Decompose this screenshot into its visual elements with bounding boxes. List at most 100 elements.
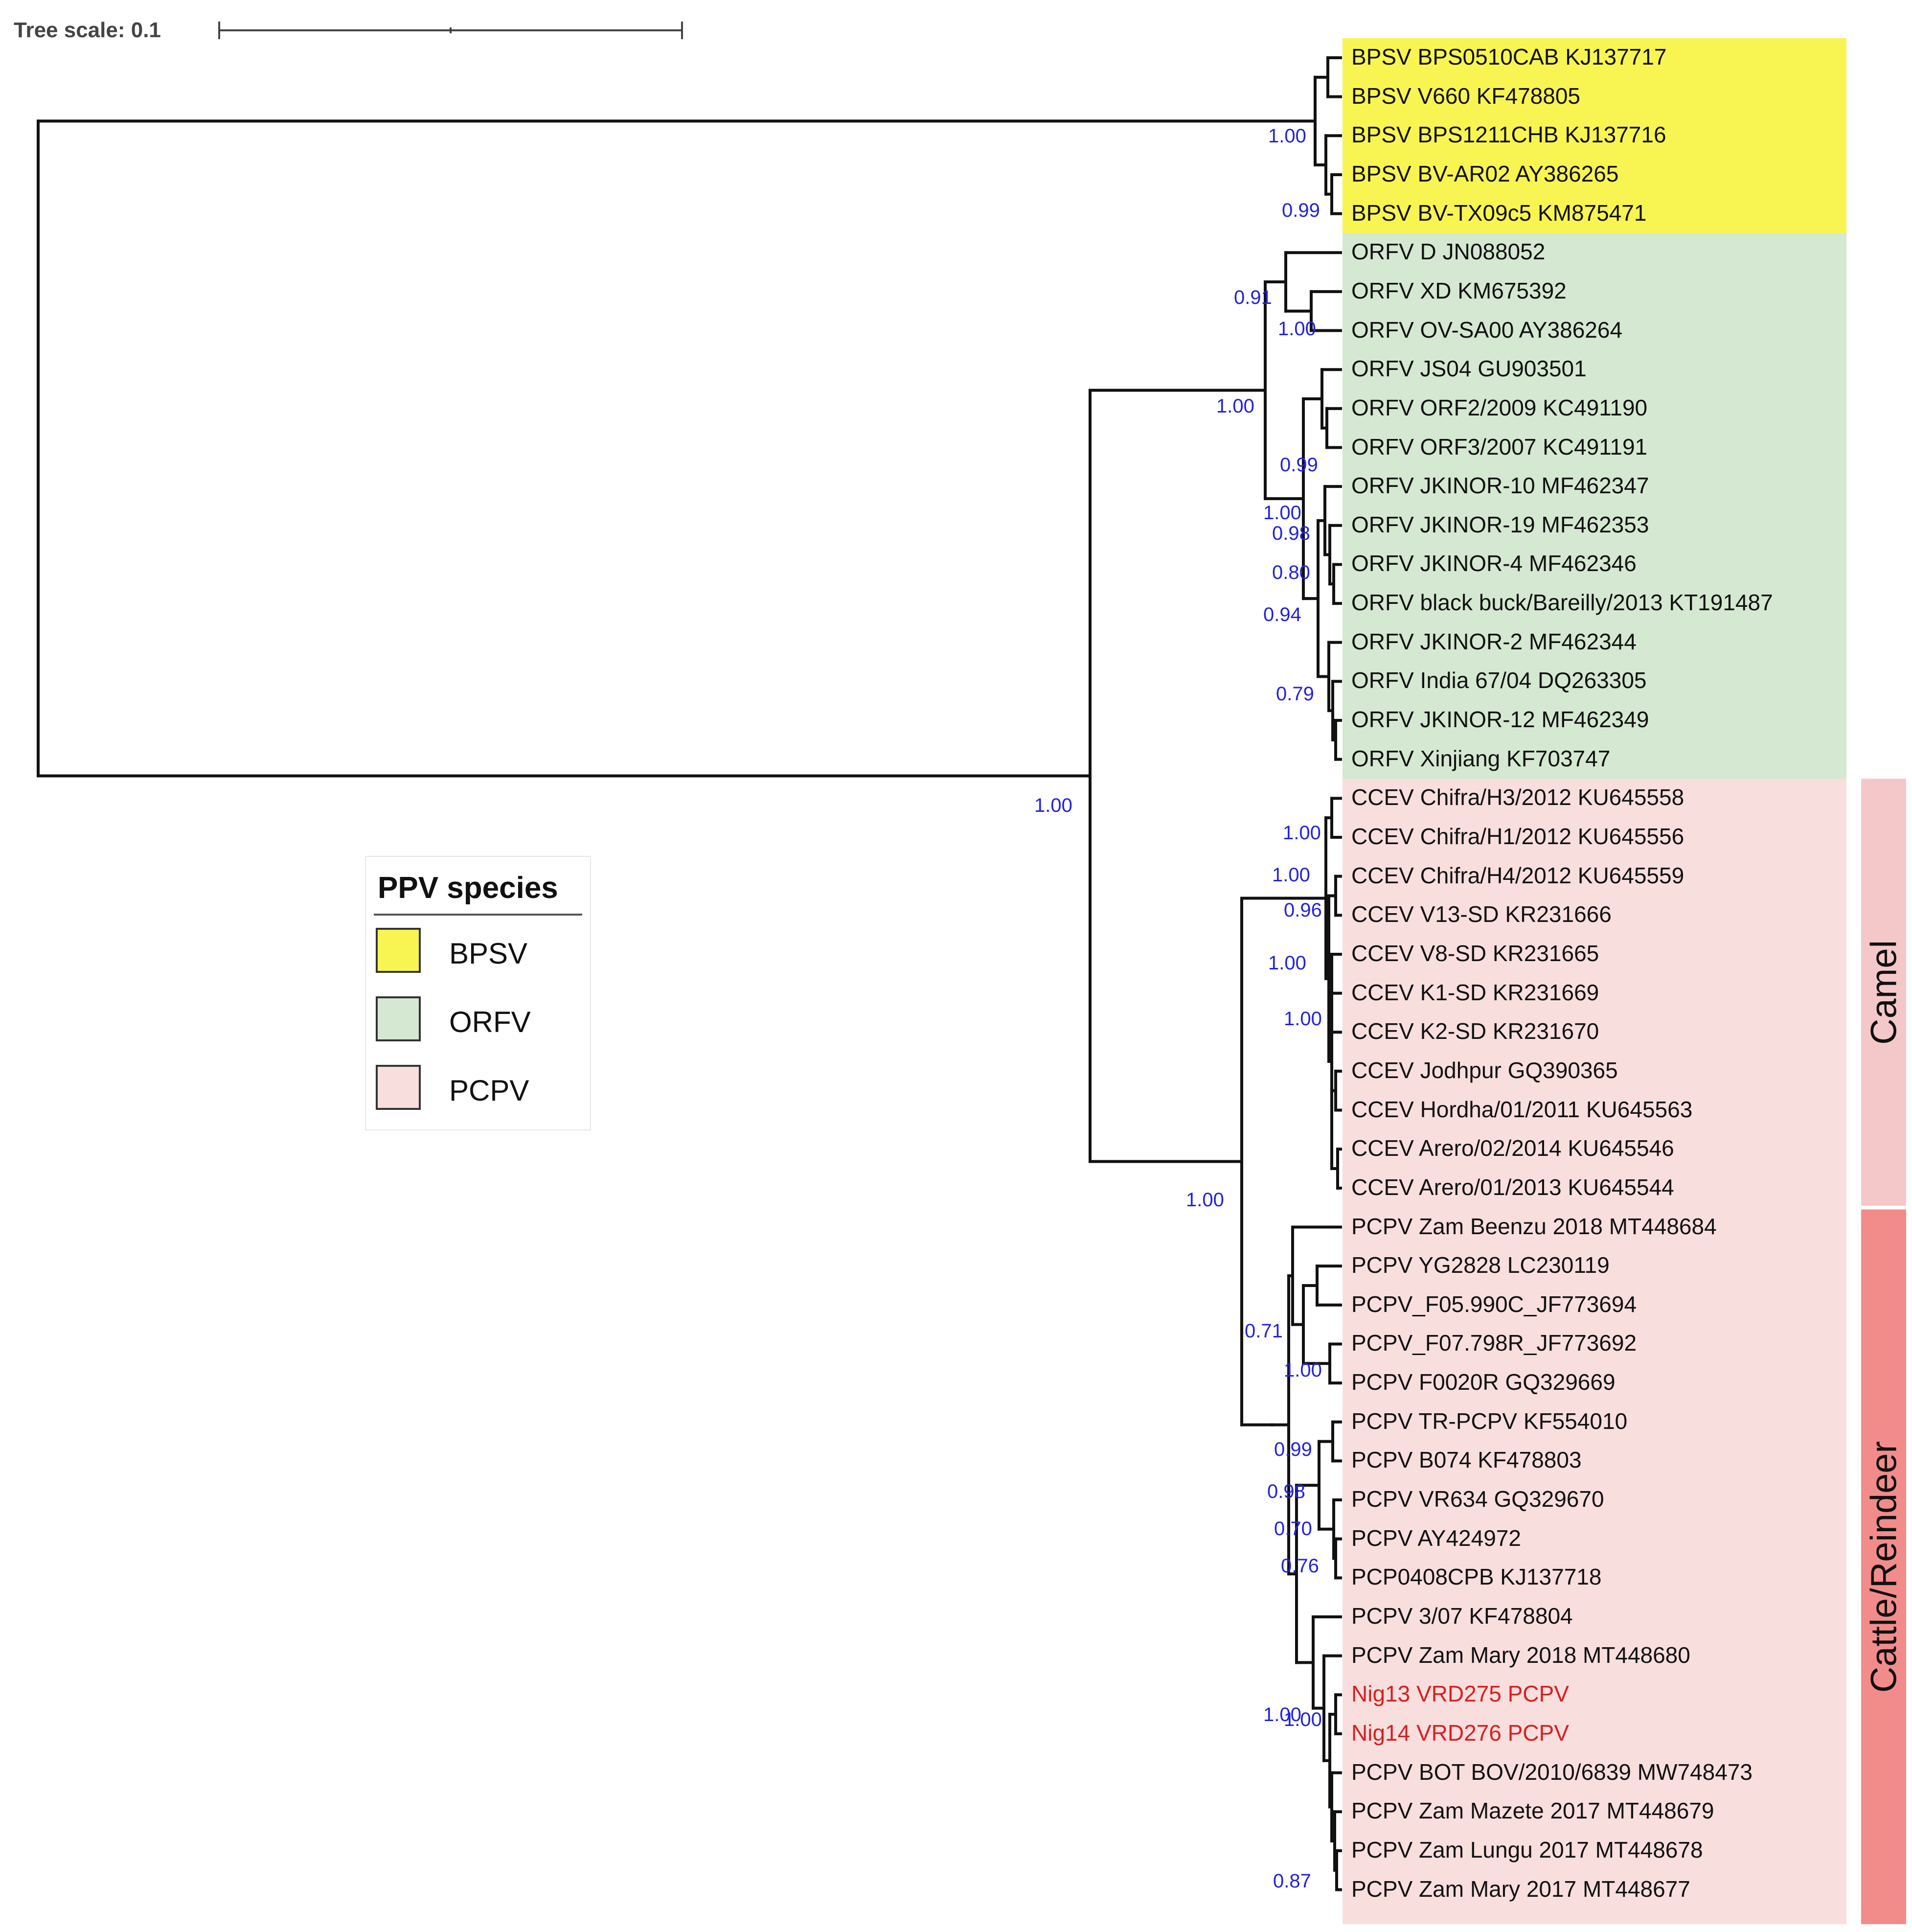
taxon-label: ORFV ORF3/2007 KC491191 xyxy=(1351,434,1648,460)
support-value: 0.98 xyxy=(1267,1481,1305,1502)
taxon-label: PCPV Zam Mary 2018 MT448680 xyxy=(1351,1642,1690,1668)
support-value: 0.96 xyxy=(1284,899,1322,921)
legend-swatch-bpsv xyxy=(376,928,421,973)
legend-title: PPV species xyxy=(378,871,558,905)
taxon-label: PCPV Zam Lungu 2017 MT448678 xyxy=(1351,1837,1703,1863)
support-value: 0.99 xyxy=(1280,454,1318,476)
support-value: 0.99 xyxy=(1282,200,1320,221)
scale-bar xyxy=(218,22,683,39)
taxon-label: ORFV India 67/04 DQ263305 xyxy=(1351,667,1647,693)
taxon-label: Nig13 VRD275 PCPV xyxy=(1351,1681,1569,1707)
support-value: 1.00 xyxy=(1278,318,1316,340)
legend-divider xyxy=(374,914,582,916)
band-orfv xyxy=(1343,233,1846,779)
taxon-label: PCPV TR-PCPV KF554010 xyxy=(1351,1408,1628,1434)
taxon-label: CCEV Hordha/01/2011 KU645563 xyxy=(1351,1096,1693,1122)
species-legend: PPV species BPSV ORFV PCPV xyxy=(365,856,591,1130)
taxon-label: CCEV Arero/02/2014 KU645546 xyxy=(1351,1135,1674,1161)
taxon-label: ORFV JS04 GU903501 xyxy=(1351,356,1587,382)
taxon-label: PCPV_F07.798R_JF773692 xyxy=(1351,1330,1637,1356)
host-label-box: Camel xyxy=(1861,779,1906,1206)
taxon-label: PCPV AY424972 xyxy=(1351,1525,1521,1551)
taxon-label: ORFV Xinjiang KF703747 xyxy=(1351,745,1611,771)
taxon-label: ORFV JKINOR-4 MF462346 xyxy=(1351,551,1637,576)
taxon-label: PCPV YG2828 LC230119 xyxy=(1351,1252,1610,1278)
support-value: 1.00 xyxy=(1284,1008,1322,1030)
support-value: 0.70 xyxy=(1274,1518,1312,1540)
support-value: 1.00 xyxy=(1284,1359,1322,1381)
support-value: 0.80 xyxy=(1272,562,1310,583)
band-bpsv xyxy=(1343,38,1846,233)
taxon-label: PCPV F0020R GQ329669 xyxy=(1351,1369,1616,1395)
support-value: 1.00 xyxy=(1268,125,1306,147)
legend-item-pcpv: PCPV xyxy=(376,1065,581,1112)
support-value: 0.76 xyxy=(1281,1555,1319,1577)
support-value: 1.00 xyxy=(1283,822,1321,844)
support-value: 0.94 xyxy=(1263,604,1301,625)
support-value: 1.00 xyxy=(1216,395,1254,417)
taxon-label: BPSV V660 KF478805 xyxy=(1351,83,1580,109)
support-value: 1.00 xyxy=(1272,864,1310,886)
taxon-label: BPSV BV-TX09c5 KM875471 xyxy=(1351,200,1647,226)
support-value: 0.91 xyxy=(1234,287,1272,308)
tree-scale-label: Tree scale: 0.1 xyxy=(14,18,161,42)
taxon-label: ORFV D JN088052 xyxy=(1351,239,1546,265)
legend-label-bpsv: BPSV xyxy=(449,937,528,970)
support-value: 1.00 xyxy=(1263,502,1301,524)
taxon-label: PCPV BOT BOV/2010/6839 MW748473 xyxy=(1351,1759,1753,1785)
taxon-label: PCP0408CPB KJ137718 xyxy=(1351,1564,1602,1590)
legend-swatch-orfv xyxy=(376,996,421,1041)
taxon-label: CCEV K1-SD KR231669 xyxy=(1351,979,1599,1005)
taxon-label: CCEV Chifra/H4/2012 KU645559 xyxy=(1351,862,1684,888)
host-label-box: Cattle/Reindeer xyxy=(1861,1210,1906,1925)
support-value: 1.00 xyxy=(1034,795,1072,816)
taxon-label: ORFV JKINOR-2 MF462344 xyxy=(1351,628,1637,654)
taxon-label: BPSV BPS0510CAB KJ137717 xyxy=(1351,44,1667,69)
taxon-label: PCPV_F05.990C_JF773694 xyxy=(1351,1291,1637,1317)
support-value: 1.00 xyxy=(1263,1704,1301,1725)
taxon-label: PCPV Zam Mazete 2017 MT448679 xyxy=(1351,1798,1714,1824)
taxon-label: PCPV Zam Beenzu 2018 MT448684 xyxy=(1351,1213,1717,1239)
taxon-label: PCPV Zam Mary 2017 MT448677 xyxy=(1351,1876,1690,1902)
legend-label-orfv: ORFV xyxy=(449,1006,531,1038)
taxon-label: ORFV ORF2/2009 KC491190 xyxy=(1351,394,1648,420)
support-value: 1.00 xyxy=(1284,1709,1322,1730)
taxon-label: ORFV XD KM675392 xyxy=(1351,277,1567,303)
taxon-label: Nig14 VRD276 PCPV xyxy=(1351,1720,1569,1746)
host-bar-cattle-reindeer xyxy=(1861,1209,1906,1924)
support-value: 0.87 xyxy=(1273,1870,1311,1892)
taxon-label: ORFV black buck/Bareilly/2013 KT191487 xyxy=(1351,590,1773,616)
legend-swatch-pcpv xyxy=(376,1065,421,1110)
legend-item-orfv: ORFV xyxy=(376,996,581,1043)
taxon-label: CCEV V8-SD KR231665 xyxy=(1351,940,1599,966)
taxon-label: CCEV K2-SD KR231670 xyxy=(1351,1018,1599,1044)
taxon-label: ORFV JKINOR-19 MF462353 xyxy=(1351,511,1649,537)
taxon-label: PCPV VR634 GQ329670 xyxy=(1351,1486,1604,1512)
host-bar-camel xyxy=(1861,779,1906,1206)
taxon-label: CCEV Arero/01/2013 KU645544 xyxy=(1351,1174,1674,1200)
taxon-label: CCEV V13-SD KR231666 xyxy=(1351,901,1612,927)
support-value: 1.00 xyxy=(1268,952,1306,974)
taxon-label: ORFV OV-SA00 AY386264 xyxy=(1351,317,1623,343)
taxon-label: ORFV JKINOR-12 MF462349 xyxy=(1351,707,1649,733)
band-pcpv xyxy=(1343,779,1846,1925)
taxon-label: CCEV Chifra/H1/2012 KU645556 xyxy=(1351,824,1684,849)
taxon-label: CCEV Chifra/H3/2012 KU645558 xyxy=(1351,784,1684,810)
legend-item-bpsv: BPSV xyxy=(376,928,581,975)
support-value: 1.00 xyxy=(1186,1189,1224,1211)
legend-label-pcpv: PCPV xyxy=(449,1074,529,1107)
host-label-camel: Camel xyxy=(1863,940,1904,1045)
host-label-cattle-reindeer: Cattle/Reindeer xyxy=(1863,1441,1904,1693)
support-value: 0.98 xyxy=(1272,523,1310,544)
support-value: 0.79 xyxy=(1276,683,1314,705)
taxon-label: PCPV 3/07 KF478804 xyxy=(1351,1603,1573,1629)
taxon-label: PCPV B074 KF478803 xyxy=(1351,1447,1582,1473)
support-value: 0.99 xyxy=(1274,1439,1312,1460)
taxon-label: BPSV BPS1211CHB KJ137716 xyxy=(1351,122,1666,148)
taxon-label: BPSV BV-AR02 AY386265 xyxy=(1351,161,1619,186)
taxon-label: CCEV Jodhpur GQ390365 xyxy=(1351,1057,1618,1083)
taxon-label: ORFV JKINOR-10 MF462347 xyxy=(1351,473,1649,499)
support-value: 0.71 xyxy=(1245,1320,1283,1342)
